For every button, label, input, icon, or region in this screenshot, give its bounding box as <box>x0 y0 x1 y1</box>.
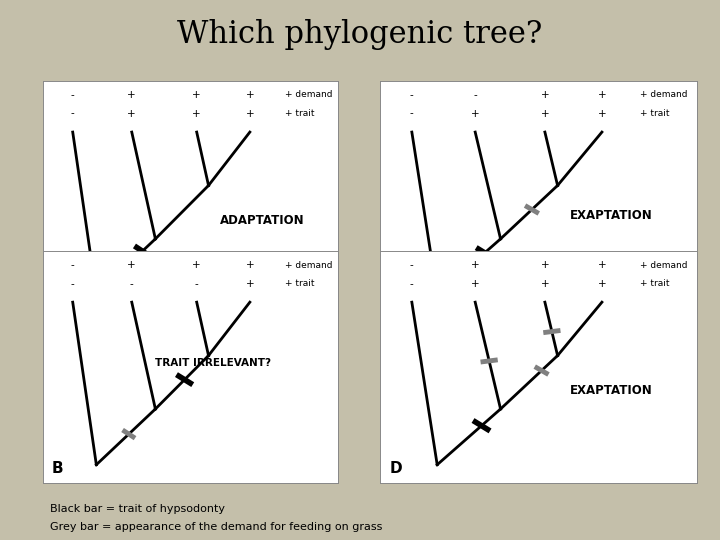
Text: -: - <box>130 279 134 288</box>
Text: -: - <box>71 109 75 118</box>
Text: +: + <box>192 260 201 270</box>
Text: +: + <box>192 109 201 118</box>
Text: C: C <box>390 291 401 306</box>
Text: B: B <box>52 461 63 476</box>
Text: -: - <box>410 109 414 118</box>
Text: +: + <box>246 90 254 100</box>
Text: +: + <box>192 90 201 100</box>
Text: +: + <box>598 279 606 288</box>
Text: -: - <box>410 279 414 288</box>
Text: -: - <box>410 260 414 270</box>
Text: -: - <box>71 90 75 100</box>
Text: +: + <box>541 109 549 118</box>
Text: +: + <box>471 109 480 118</box>
Text: + demand: + demand <box>640 90 688 99</box>
Text: + demand: + demand <box>640 260 688 269</box>
Text: +: + <box>246 260 254 270</box>
Text: +: + <box>471 260 480 270</box>
Text: -: - <box>410 90 414 100</box>
Text: +: + <box>541 260 549 270</box>
Text: A: A <box>52 291 64 306</box>
Text: +: + <box>246 109 254 118</box>
Text: -: - <box>71 279 75 288</box>
Text: +: + <box>541 279 549 288</box>
Text: + trait: + trait <box>285 109 315 118</box>
Text: Which phylogenic tree?: Which phylogenic tree? <box>177 19 543 50</box>
Text: +: + <box>246 279 254 288</box>
Text: +: + <box>127 109 136 118</box>
Text: -: - <box>195 279 199 288</box>
Text: +: + <box>598 109 606 118</box>
Text: +: + <box>471 279 480 288</box>
Text: + trait: + trait <box>640 279 670 288</box>
Text: -: - <box>71 260 75 270</box>
Text: + demand: + demand <box>285 260 333 269</box>
Text: +: + <box>127 90 136 100</box>
Text: + trait: + trait <box>640 109 670 118</box>
Text: +: + <box>598 260 606 270</box>
Text: Grey bar = appearance of the demand for feeding on grass: Grey bar = appearance of the demand for … <box>50 522 383 532</box>
Text: Black bar = trait of hypsodonty: Black bar = trait of hypsodonty <box>50 504 225 514</box>
Text: +: + <box>598 90 606 100</box>
Text: D: D <box>390 461 402 476</box>
Text: +: + <box>127 260 136 270</box>
Text: EXAPTATION: EXAPTATION <box>570 209 653 222</box>
Text: TRAIT IRRELEVANT?: TRAIT IRRELEVANT? <box>156 357 271 368</box>
Text: + trait: + trait <box>285 279 315 288</box>
Text: EXAPTATION: EXAPTATION <box>570 384 653 397</box>
Text: +: + <box>541 90 549 100</box>
Text: ADAPTATION: ADAPTATION <box>220 214 305 227</box>
Text: + demand: + demand <box>285 90 333 99</box>
Text: -: - <box>473 90 477 100</box>
